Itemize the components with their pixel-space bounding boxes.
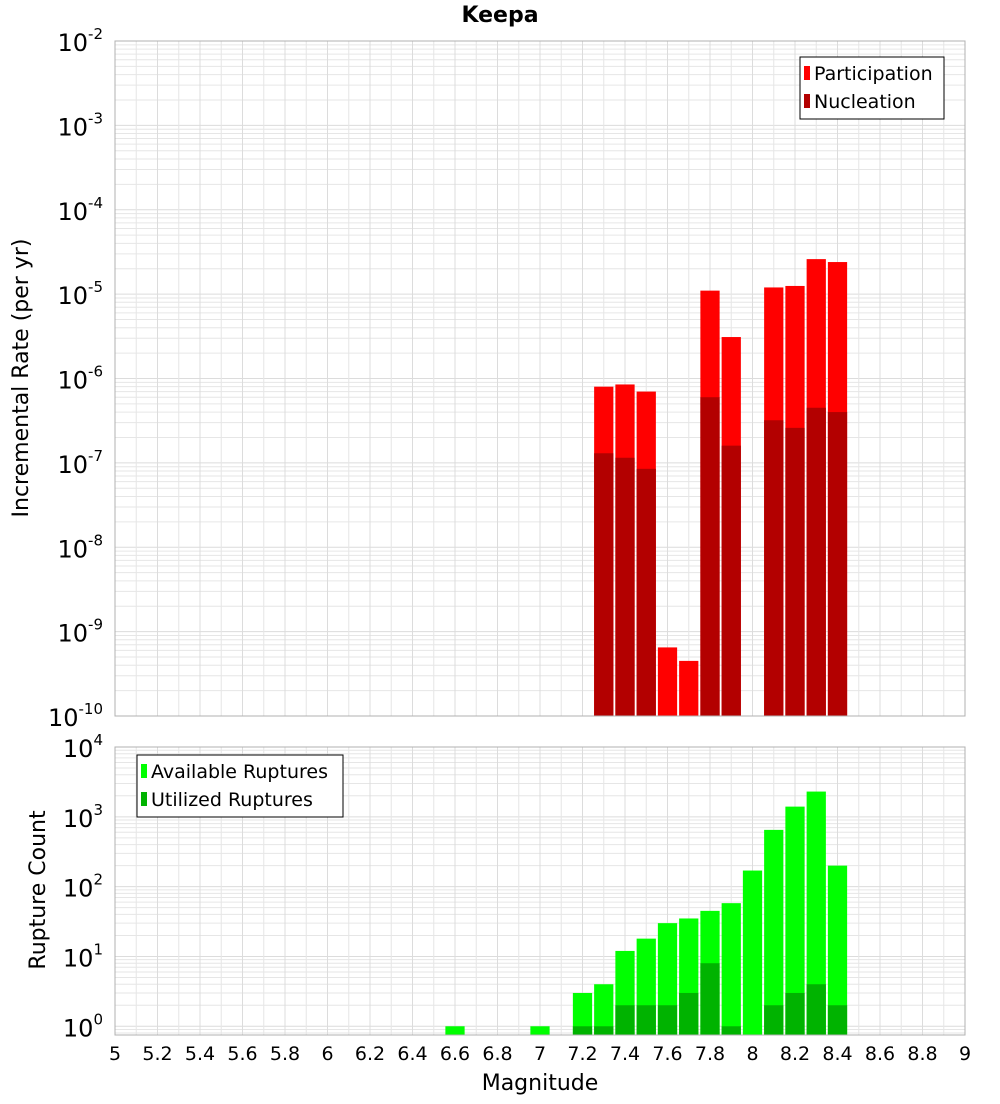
bar-utilized: [764, 1005, 784, 1035]
bar-available: [445, 1026, 465, 1035]
bar-utilized: [700, 963, 720, 1035]
x-tick-label: 5.4: [185, 1043, 215, 1065]
y-tick-label: 10-3: [57, 109, 103, 141]
y-tick-label: 100: [63, 1010, 103, 1042]
y-tick-label: 102: [63, 871, 103, 903]
bar-nucleation: [594, 453, 614, 716]
bar-nucleation: [700, 397, 720, 716]
legend-count: Available Ruptures Utilized Ruptures: [136, 754, 344, 818]
bar-utilized: [679, 992, 699, 1035]
bar-nucleation: [636, 468, 656, 716]
bar-nucleation: [806, 407, 826, 716]
x-tick-label: 8.4: [822, 1043, 852, 1065]
legend-box: [799, 56, 945, 120]
x-tick-label: 6.8: [482, 1043, 512, 1065]
y-tick-label: 10-8: [57, 531, 103, 563]
y-tick-label: 10-2: [57, 25, 103, 57]
y-tick-label: 101: [63, 940, 103, 972]
bar-utilized: [806, 984, 826, 1035]
bar-available: [572, 992, 593, 1035]
y-axis-label-count: Rupture Count: [26, 810, 51, 970]
bar-available: [785, 806, 805, 1035]
bar-nucleation: [764, 420, 784, 716]
legend-label: Participation: [814, 63, 933, 85]
y-tick-label: 104: [63, 731, 103, 763]
x-tick-label: 8: [746, 1043, 758, 1065]
y-axis-label-rate: Incremental Rate (per yr): [9, 239, 34, 518]
x-tick-label: 5.2: [142, 1043, 172, 1065]
legend-label: Utilized Ruptures: [151, 789, 313, 811]
legend-label: Nucleation: [814, 91, 916, 113]
bar-utilized: [594, 1026, 614, 1035]
legend-rate: Participation Nucleation: [799, 56, 945, 120]
bar-utilized: [615, 1005, 635, 1035]
y-tick-label: 10-5: [57, 278, 103, 310]
x-axis-ticks: 5 5.2 5.4 5.6 5.8 6 6.2 6.4 6.6 6.8 7 7.2 7.4 7.6 7.8 8…: [109, 1043, 971, 1065]
legend-swatch: [804, 94, 810, 108]
x-tick-label: 7.4: [610, 1043, 640, 1065]
x-tick-label: 7: [534, 1043, 546, 1065]
bar-nucleation: [721, 445, 741, 716]
x-tick-label: 7.2: [567, 1043, 597, 1065]
y-tick-label: 10-10: [48, 700, 103, 732]
x-tick-label: 5.6: [227, 1043, 257, 1065]
bar-available: [530, 1026, 550, 1035]
x-axis-label: Magnitude: [482, 1071, 599, 1096]
bar-available: [742, 870, 763, 1035]
bar-nucleation: [615, 457, 635, 716]
legend-swatch: [804, 66, 810, 80]
bar-utilized: [572, 1026, 593, 1035]
bar-participation: [657, 647, 678, 716]
bar-available: [827, 865, 848, 1035]
y-tick-label: 10-7: [57, 447, 103, 479]
count-panel: 100 101 102 103 104 Available Ruptures Utilize…: [63, 731, 966, 1042]
x-tick-label: 7.6: [652, 1043, 682, 1065]
bar-available: [764, 829, 784, 1035]
bar-utilized: [657, 1005, 678, 1035]
bar-available: [806, 791, 826, 1035]
plot-frame: [114, 40, 966, 717]
bar-utilized: [636, 1005, 656, 1035]
x-tick-label: 5.8: [270, 1043, 300, 1065]
rate-panel: 10-10 10-9 10-8 10-7 10-6 10-5 10-4 10-3 10-2 Par…: [48, 25, 966, 732]
chart-title: Keepa: [461, 3, 538, 28]
x-tick-label: 8.8: [907, 1043, 937, 1065]
x-tick-label: 6.6: [440, 1043, 470, 1065]
y-tick-label: 10-4: [57, 194, 103, 226]
bar-available: [594, 984, 614, 1035]
x-tick-label: 6.4: [397, 1043, 427, 1065]
legend-swatch: [141, 764, 147, 778]
bar-utilized: [785, 992, 805, 1035]
y-tick-label: 10-6: [57, 363, 103, 395]
x-tick-label: 6: [321, 1043, 333, 1065]
bar-nucleation: [785, 427, 805, 716]
y-tick-label: 103: [63, 801, 103, 833]
bar-utilized: [721, 1026, 741, 1035]
x-tick-label: 8.2: [780, 1043, 810, 1065]
bar-nucleation: [827, 412, 848, 716]
x-tick-label: 7.8: [695, 1043, 725, 1065]
x-tick-label: 6.2: [355, 1043, 385, 1065]
bar-utilized: [827, 1005, 848, 1035]
legend-label: Available Ruptures: [151, 761, 328, 783]
x-tick-label: 8.6: [865, 1043, 895, 1065]
x-tick-label: 5: [109, 1043, 121, 1065]
x-tick-label: 9: [959, 1043, 971, 1065]
y-tick-label: 10-9: [57, 616, 103, 648]
plot-frame: [114, 746, 966, 1036]
bar-available: [721, 903, 741, 1035]
legend-box: [136, 754, 344, 818]
legend-swatch: [141, 792, 147, 806]
bar-participation: [679, 660, 699, 716]
